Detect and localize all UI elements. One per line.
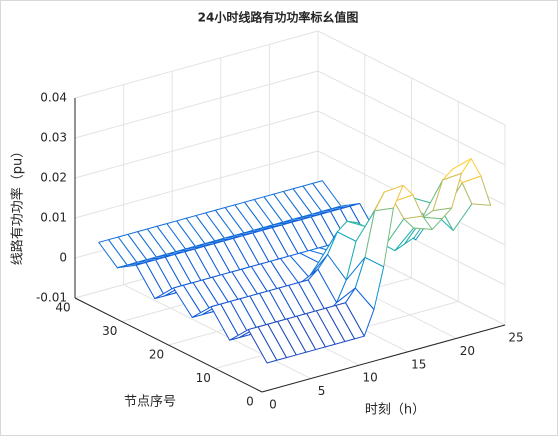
z-tick-label: 0.01 <box>40 211 67 225</box>
y-axis-label: 节点序号 <box>124 395 176 410</box>
x-tick-label: 5 <box>318 384 326 398</box>
grid-line <box>317 30 506 126</box>
z-tick-label: 0.02 <box>40 171 67 185</box>
grid-line <box>317 70 506 166</box>
x-tick-label: 10 <box>363 371 378 385</box>
y-tick-label: 30 <box>102 324 117 338</box>
grid-line <box>74 70 319 139</box>
y-tick-label: 0 <box>246 395 254 409</box>
z-tick-label: 0.03 <box>40 131 67 145</box>
y-tick-label: 10 <box>196 371 211 385</box>
axis-line <box>74 297 263 393</box>
axis-line <box>261 324 506 393</box>
z-tick-label: 0.04 <box>40 91 67 105</box>
z-tick-label: 0 <box>59 251 67 265</box>
mesh-cell <box>247 326 278 364</box>
grid-line <box>74 150 319 219</box>
y-tick-label: 40 <box>55 301 70 315</box>
y-tick-label: 20 <box>149 348 164 362</box>
chart-title: 24小时线路有功功率标幺值图 <box>198 10 359 25</box>
x-tick-label: 15 <box>411 357 426 371</box>
x-tick-label: 25 <box>508 331 523 345</box>
z-axis-label: 线路有功功率（pu） <box>10 145 26 266</box>
x-axis-label: 时刻（h） <box>365 403 425 418</box>
z-tick-label: -0.01 <box>36 291 67 305</box>
grid-line <box>74 110 319 179</box>
x-tick-label: 0 <box>269 398 277 412</box>
x-tick-label: 20 <box>460 344 475 358</box>
grid-line <box>74 30 319 99</box>
